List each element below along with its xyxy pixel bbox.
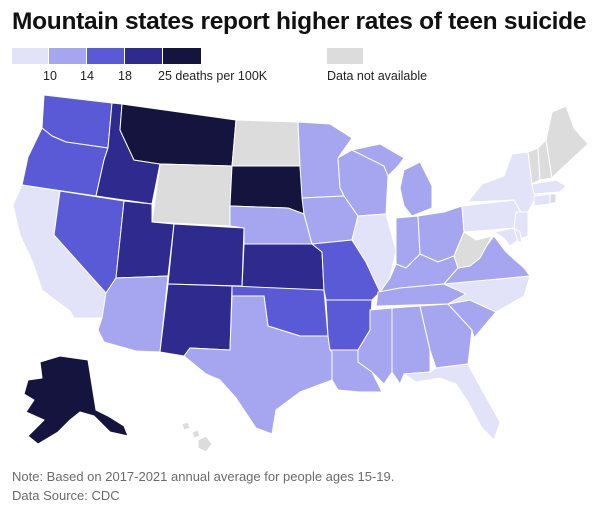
state-ak[interactable] [23, 355, 129, 445]
legend-label-25: 25 deaths per 100K [158, 69, 268, 83]
state-md[interactable] [493, 227, 519, 247]
state-tx[interactable] [183, 295, 333, 435]
legend-label-10: 10 [43, 69, 57, 83]
state-mt[interactable] [119, 103, 237, 167]
state-fl[interactable] [403, 363, 501, 441]
legend-na-swatch [327, 48, 363, 64]
state-nc[interactable] [443, 275, 531, 313]
state-co[interactable] [167, 223, 245, 287]
state-wv[interactable] [453, 231, 493, 269]
state-de[interactable] [513, 227, 523, 243]
legend-swatch-2 [49, 48, 86, 64]
state-me[interactable] [545, 105, 589, 179]
state-hi[interactable] [181, 421, 213, 453]
legend-swatch-3 [87, 48, 124, 64]
state-ri[interactable] [549, 193, 557, 205]
footnote: Note: Based on 2017-2021 annual average … [12, 469, 395, 484]
legend-na-label: Data not available [327, 69, 428, 83]
state-wy[interactable] [151, 163, 233, 227]
state-pa[interactable] [461, 199, 523, 233]
state-ct[interactable] [533, 193, 551, 207]
legend-label-18: 18 [118, 69, 132, 83]
state-mi[interactable] [351, 143, 433, 217]
legend-swatch-5 [163, 48, 201, 64]
legend-swatch-4 [125, 48, 162, 64]
data-source: Data Source: CDC [12, 488, 120, 503]
legend-swatch-1 [12, 48, 48, 64]
state-az[interactable] [97, 275, 169, 353]
state-nm[interactable] [159, 283, 233, 357]
legend-label-14: 14 [80, 69, 94, 83]
state-ma[interactable] [531, 179, 567, 195]
chart-title: Mountain states report higher rates of t… [12, 8, 587, 35]
state-nd[interactable] [231, 119, 301, 167]
us-state-map [12, 94, 589, 453]
state-ks[interactable] [241, 243, 325, 291]
color-legend: 10 14 18 25 deaths per 100K [12, 48, 412, 88]
